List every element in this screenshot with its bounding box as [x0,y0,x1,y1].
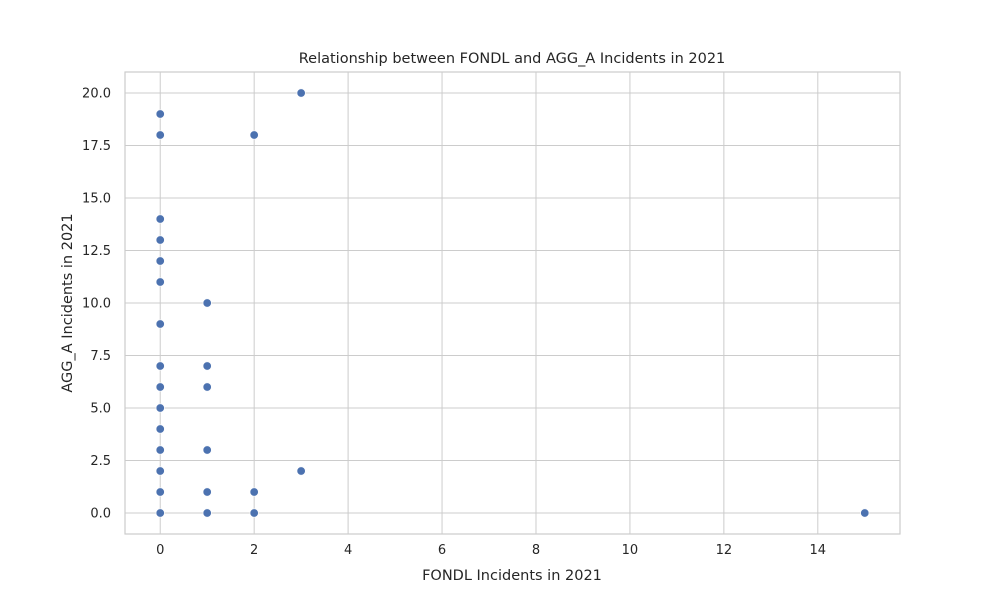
data-point [155,403,165,413]
data-point [202,361,212,371]
data-point [249,130,259,140]
y-tick-labels: 0.0 2.5 5.0 7.5 10.0 12.5 15.0 17.5 20.0 [82,87,111,522]
data-point [202,445,212,455]
data-point [155,235,165,245]
y-tick-label: 17.5 [82,139,111,154]
data-point [155,445,165,455]
data-point [155,130,165,140]
y-tick-label: 10.0 [82,297,111,312]
data-point [155,466,165,476]
y-tick-label: 12.5 [82,244,111,259]
data-point [296,88,306,98]
data-point [202,487,212,497]
y-axis-label: AGG_A Incidents in 2021 [60,213,76,392]
y-tick-label: 7.5 [90,349,111,364]
data-point [155,256,165,266]
data-point [155,361,165,371]
x-tick-label: 14 [810,543,827,558]
data-point [155,382,165,392]
data-point [155,214,165,224]
plot-frame [124,71,901,535]
y-tick-label: 0.0 [90,507,111,522]
x-tick-label: 0 [156,543,164,558]
data-point [296,466,306,476]
data-point [155,277,165,287]
x-tick-label: 2 [250,543,258,558]
x-tick-label: 6 [438,543,446,558]
x-axis-label: FONDL Incidents in 2021 [422,568,602,584]
data-point [155,319,165,329]
x-tick-label: 12 [716,543,733,558]
data-point [202,508,212,518]
grid-lines [125,72,900,534]
data-point [202,298,212,308]
x-tick-label: 4 [344,543,352,558]
y-tick-label: 2.5 [90,454,111,469]
data-points [155,88,870,518]
x-tick-label: 10 [622,543,639,558]
data-point [249,508,259,518]
data-point [155,424,165,434]
data-point [155,508,165,518]
chart-title: Relationship between FONDL and AGG_A Inc… [299,51,726,67]
data-point [155,487,165,497]
x-tick-labels: 0 2 4 6 8 10 12 14 [156,543,826,558]
y-tick-label: 15.0 [82,192,111,207]
x-tick-label: 8 [532,543,540,558]
data-point [249,487,259,497]
data-point [860,508,870,518]
data-point [202,382,212,392]
data-point [155,109,165,119]
y-tick-label: 20.0 [82,87,111,102]
y-tick-label: 5.0 [90,402,111,417]
